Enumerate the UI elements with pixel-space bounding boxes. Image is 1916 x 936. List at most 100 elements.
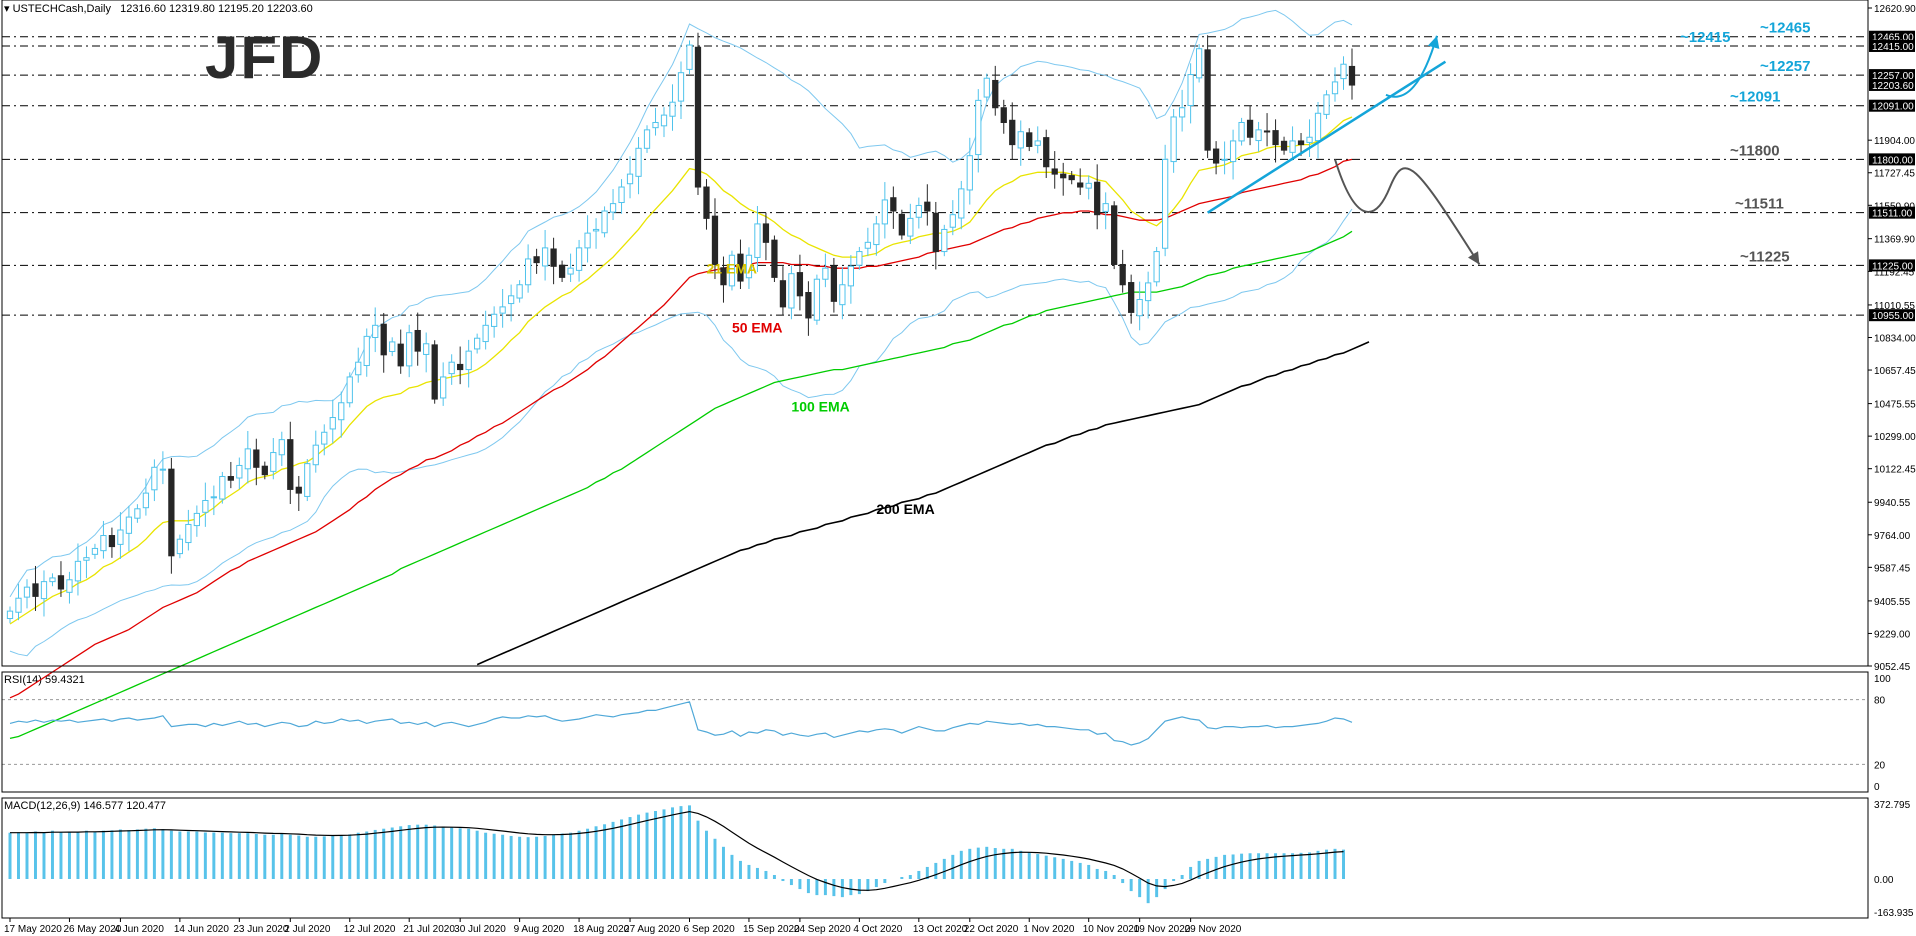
candle-body bbox=[219, 476, 226, 500]
level-annotation: ~11225 bbox=[1740, 248, 1790, 265]
candle-body bbox=[74, 560, 82, 582]
date-label: 4 Oct 2020 bbox=[853, 924, 902, 935]
candle-body bbox=[754, 223, 761, 258]
macd-panel bbox=[8, 805, 1345, 904]
candle-body bbox=[151, 466, 158, 491]
candle-body bbox=[1102, 203, 1109, 212]
candle-body bbox=[329, 417, 336, 430]
candle-body bbox=[694, 46, 702, 188]
price-tag bbox=[1869, 153, 1915, 166]
rsi-tick-label: 20 bbox=[1874, 760, 1886, 771]
ema21-line bbox=[9, 116, 1353, 625]
ema100-line bbox=[9, 230, 1353, 740]
ema50-line bbox=[9, 158, 1353, 699]
candle-body bbox=[941, 228, 948, 253]
candle-body bbox=[1340, 63, 1347, 80]
candle-body bbox=[414, 329, 421, 352]
date-label: 12 Jul 2020 bbox=[344, 924, 396, 935]
candle-body bbox=[1128, 282, 1135, 313]
candle-body bbox=[457, 363, 464, 371]
candle-body bbox=[592, 228, 600, 232]
candle-body bbox=[431, 344, 438, 400]
candle-body bbox=[1051, 168, 1058, 175]
candle-body bbox=[304, 463, 311, 497]
candle-body bbox=[881, 199, 888, 225]
candle-body bbox=[703, 186, 710, 219]
price-tick-label: 9052.45 bbox=[1874, 662, 1911, 673]
candle-body bbox=[643, 129, 651, 149]
candle-body bbox=[321, 431, 328, 445]
price-tag-label: 10955.00 bbox=[1872, 311, 1914, 322]
candle-body bbox=[847, 265, 855, 287]
price-tick-label: 9587.45 bbox=[1874, 563, 1911, 574]
logo-text: JFD bbox=[205, 24, 324, 91]
candle-body bbox=[185, 523, 192, 544]
bull-scenario-arrow bbox=[1385, 35, 1440, 98]
candle-body bbox=[1111, 205, 1118, 265]
candle-body bbox=[423, 343, 430, 355]
jfd-logo: JFD bbox=[205, 24, 324, 91]
candle-body bbox=[1094, 181, 1101, 216]
candle-body bbox=[584, 232, 591, 249]
symbol-label: USTECHCash,Daily bbox=[12, 3, 112, 15]
date-label: 4 Jun 2020 bbox=[114, 924, 164, 935]
date-label: 29 Nov 2020 bbox=[1185, 924, 1242, 935]
candle-body bbox=[1229, 140, 1237, 163]
candle-body bbox=[949, 214, 956, 228]
price-tick-label: 9229.00 bbox=[1874, 629, 1911, 640]
candle-body bbox=[253, 449, 260, 468]
candle-body bbox=[601, 210, 608, 234]
date-label: 13 Oct 2020 bbox=[913, 924, 968, 935]
price-tick-label: 10475.55 bbox=[1874, 400, 1916, 411]
price-tag bbox=[1869, 206, 1915, 219]
candle-body bbox=[23, 586, 31, 598]
macd-label: MACD(12,26,9) 146.577 120.477 bbox=[4, 800, 167, 812]
candle-body bbox=[312, 444, 319, 466]
candle-body bbox=[474, 337, 481, 350]
price-tick-label: 10834.00 bbox=[1874, 333, 1916, 344]
candle-body bbox=[924, 201, 931, 212]
price-tag bbox=[1869, 39, 1915, 52]
candle-body bbox=[389, 341, 396, 353]
candle-body bbox=[1238, 121, 1245, 142]
candle-body bbox=[669, 101, 676, 117]
bear-scenario-arrow bbox=[1334, 159, 1481, 266]
date-label: 14 Jun 2020 bbox=[174, 924, 229, 935]
level-annotation: ~12415 bbox=[1680, 29, 1730, 46]
price-tick-label: 11727.45 bbox=[1874, 169, 1915, 180]
date-label: 23 Jun 2020 bbox=[233, 924, 288, 935]
candle-body bbox=[1170, 116, 1177, 163]
candle-body bbox=[1017, 131, 1024, 149]
candle-body bbox=[558, 264, 566, 278]
ohlc-values: 12316.60 12319.80 12195.20 12203.60 bbox=[120, 3, 313, 15]
date-label: 9 Aug 2020 bbox=[514, 924, 565, 935]
candle-body bbox=[524, 258, 532, 286]
bollinger-lower-line bbox=[9, 208, 1353, 657]
candle-body bbox=[66, 579, 73, 593]
price-tag bbox=[1869, 259, 1915, 272]
candle-body bbox=[176, 538, 184, 555]
candle-body bbox=[932, 212, 939, 253]
candle-body bbox=[771, 239, 778, 278]
candle-body bbox=[1153, 251, 1160, 283]
rsi-tick-label: 100 bbox=[1874, 674, 1891, 685]
date-label: 19 Nov 2020 bbox=[1134, 924, 1191, 935]
candle-body bbox=[1246, 119, 1254, 138]
candle-body bbox=[1348, 65, 1356, 86]
candle-body bbox=[1221, 158, 1228, 161]
candle-body bbox=[1136, 299, 1143, 317]
candle-body bbox=[822, 267, 829, 280]
candle-body bbox=[499, 306, 506, 314]
candle-body bbox=[839, 284, 846, 306]
candle-body bbox=[907, 217, 914, 237]
date-label: 6 Sep 2020 bbox=[683, 924, 735, 935]
candle-body bbox=[108, 535, 116, 548]
candle-body bbox=[465, 350, 472, 371]
candle-body bbox=[363, 335, 370, 367]
candle-body bbox=[873, 223, 880, 246]
candle-body bbox=[728, 254, 736, 287]
candle-body bbox=[346, 376, 353, 404]
candle-body bbox=[168, 468, 175, 557]
candle-body bbox=[100, 535, 107, 552]
